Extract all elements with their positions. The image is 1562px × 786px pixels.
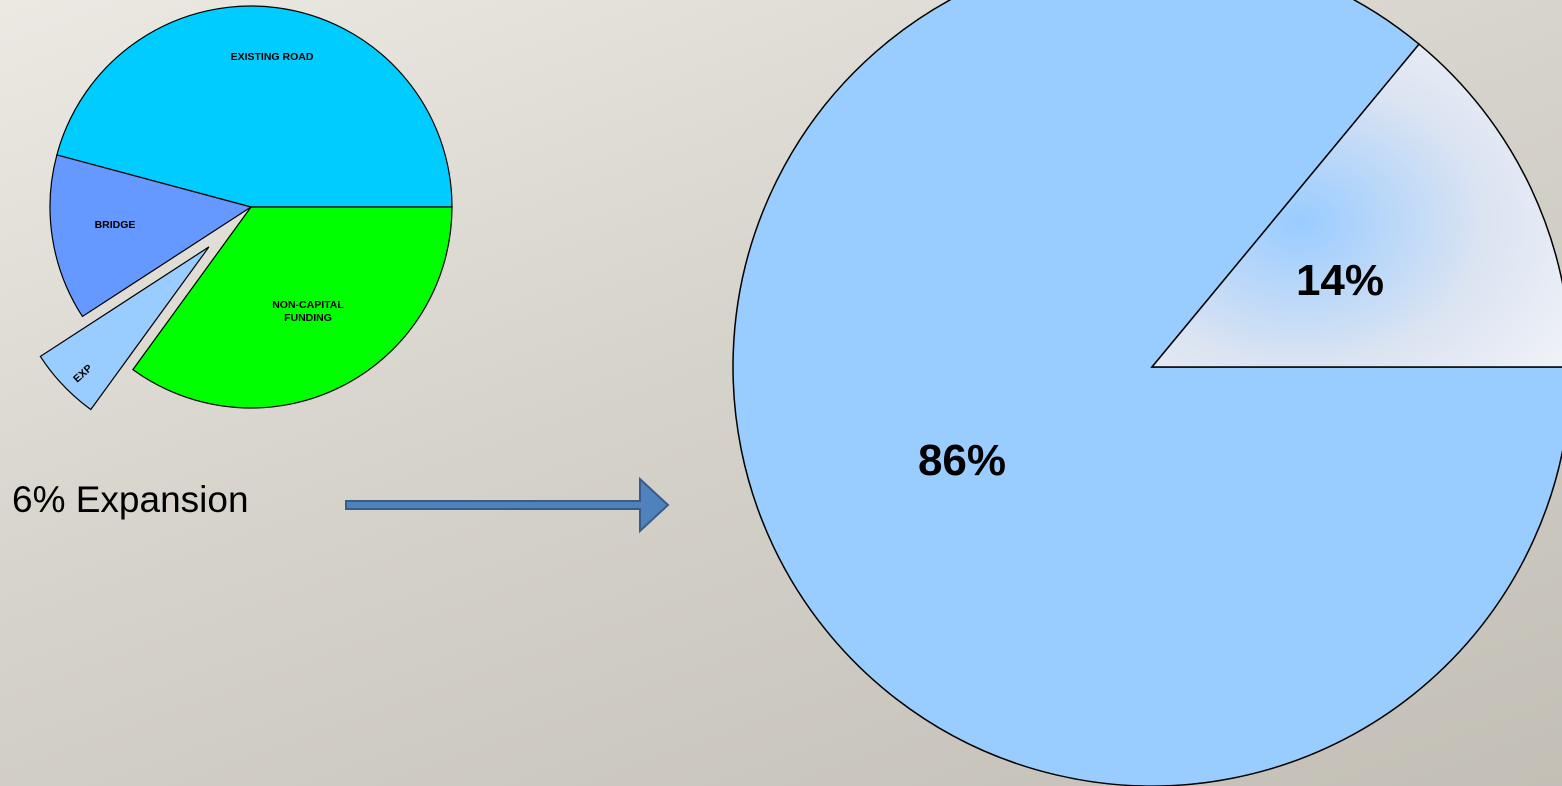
slice-label-bridge: BRIDGE [95, 219, 136, 231]
slice-label-existing-road: EXISTING ROAD [231, 51, 314, 63]
slice-exp [39, 246, 210, 411]
large-pie-chart: 14% 86% [732, 0, 1562, 786]
slice-label-non-capital-funding: NON-CAPITAL FUNDING [272, 299, 344, 324]
slice-label-86-percent: 86% [918, 436, 1006, 485]
slice-existing-road [56, 5, 453, 208]
slice-14-percent [1150, 43, 1562, 368]
slice-bridge [49, 154, 253, 318]
slice-label-14-percent: 14% [1296, 256, 1384, 305]
expansion-caption: 6% Expansion [12, 479, 249, 520]
arrow-icon [345, 476, 670, 534]
slice-86-percent [732, 0, 1562, 786]
slice-non-capital-funding [132, 206, 453, 409]
